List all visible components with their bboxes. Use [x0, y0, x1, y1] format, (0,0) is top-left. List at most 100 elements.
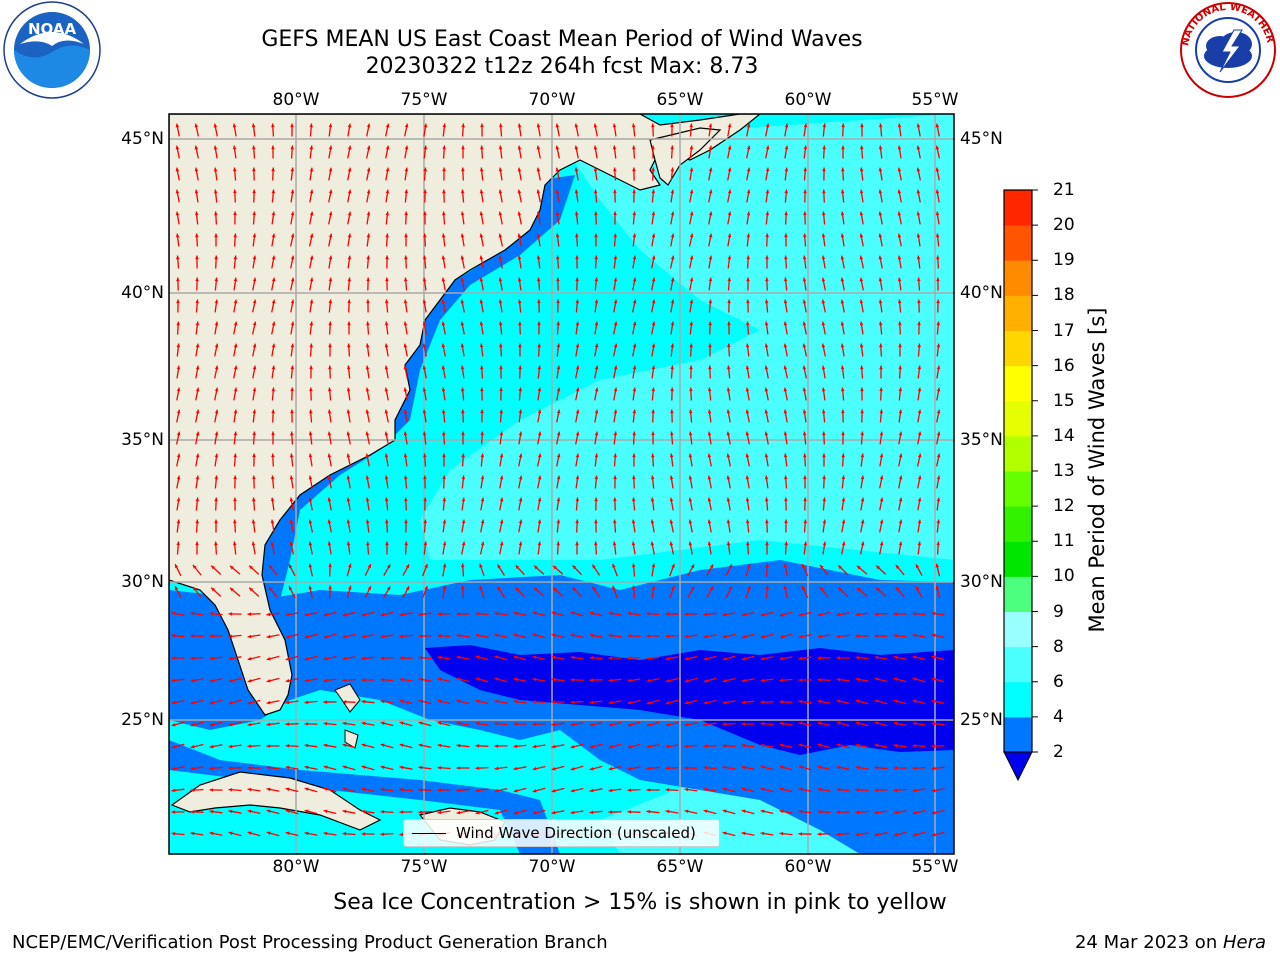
vector-arrow-head — [367, 586, 371, 591]
vector-arrow-head — [266, 809, 271, 813]
vector-arrow-head — [228, 679, 233, 683]
vector-arrow-head — [230, 565, 234, 570]
vector-arrow-head — [936, 343, 941, 348]
vector-arrow-head — [366, 321, 370, 326]
vector-arrow-head — [726, 519, 731, 524]
vector-arrow-head — [798, 634, 803, 639]
vector-arrow-head — [271, 387, 276, 392]
colorbar-tick-label: 8 — [1053, 636, 1064, 657]
vector-arrow-head — [574, 167, 579, 172]
vector-arrow-head — [285, 809, 290, 813]
vector-arrow-head — [613, 475, 617, 480]
colorbar-tick-label: 18 — [1053, 285, 1075, 306]
vector-arrow-head — [290, 321, 295, 326]
vector-arrow-head — [271, 453, 275, 458]
vector-arrow-head — [499, 519, 504, 524]
vector-arrow-head — [499, 343, 503, 348]
vector-arrow-head — [190, 678, 195, 683]
vector-arrow-head — [323, 613, 328, 617]
vector-arrow-head — [783, 343, 788, 348]
vector-arrow-head — [441, 277, 446, 282]
vector-arrow-head — [537, 541, 542, 546]
vector-arrow-head — [499, 431, 504, 436]
vector-arrow-head — [285, 700, 290, 705]
vector-arrow-head — [917, 541, 922, 546]
vector-arrow-head — [855, 655, 860, 660]
vector-arrow-head — [380, 634, 385, 639]
vector-arrow-head — [874, 765, 879, 770]
vector-arrow-head — [441, 255, 446, 260]
vector-arrow-head — [650, 519, 655, 524]
vector-arrow-head — [646, 723, 651, 727]
vector-arrow-head — [722, 787, 727, 792]
vector-arrow-head — [442, 519, 447, 524]
vector-arrow-head — [936, 431, 941, 436]
vector-arrow-head — [252, 255, 257, 260]
vector-arrow-head — [684, 634, 689, 639]
vector-arrow-head — [195, 475, 200, 480]
vector-arrow-head — [423, 453, 427, 458]
vector-arrow-head — [460, 189, 465, 194]
vector-arrow-head — [708, 123, 713, 128]
land-north-america — [169, 114, 761, 716]
vector-arrow-head — [518, 343, 522, 348]
colorbar-segment — [1004, 295, 1032, 331]
vector-arrow-head — [380, 612, 385, 617]
land-cuba — [170, 771, 382, 831]
vector-arrow-head — [399, 787, 404, 792]
vector-arrow-head — [422, 255, 427, 260]
vector-arrow-head — [632, 343, 637, 348]
vector-arrow-head — [783, 409, 788, 414]
vector-arrow-head — [556, 343, 561, 348]
vector-arrow-head — [252, 277, 257, 282]
vector-arrow-head — [232, 541, 237, 546]
vector-arrow-head — [437, 699, 442, 703]
vector-arrow-head — [703, 809, 708, 813]
vector-arrow-head — [779, 678, 784, 682]
vector-arrow-head — [931, 611, 936, 616]
vector-arrow-head — [537, 321, 541, 326]
vector-arrow-head — [251, 123, 256, 128]
vector-arrow-head — [385, 189, 390, 194]
vector-arrow-head — [327, 541, 332, 546]
vector-arrow-head — [745, 365, 750, 370]
vector-arrow-head — [252, 453, 256, 458]
vector-arrow-head — [536, 277, 541, 282]
vector-arrow-head — [213, 123, 218, 128]
vector-arrow-head — [553, 565, 557, 570]
vector-arrow-head — [365, 519, 370, 524]
vector-arrow-head — [214, 541, 218, 546]
vector-arrow-head — [803, 453, 807, 458]
vector-arrow-head — [670, 343, 675, 348]
vector-arrow-head — [380, 721, 385, 726]
vector-arrow-head — [480, 365, 484, 370]
vector-arrow-head — [213, 145, 218, 150]
vector-arrow-head — [651, 167, 655, 172]
vector-arrow-head — [536, 211, 541, 216]
vector-arrow-head — [304, 635, 309, 639]
vector-arrow-head — [479, 277, 484, 282]
vector-arrow-head — [817, 832, 822, 836]
vector-arrow-head — [195, 343, 200, 348]
vector-arrow-head — [271, 277, 276, 282]
vector-arrow-head — [327, 475, 332, 480]
vector-arrow-head — [308, 475, 313, 480]
vector-arrow-head — [745, 453, 750, 458]
vector-arrow-head — [764, 321, 769, 326]
vector-arrow-head — [608, 766, 613, 771]
vector-arrow-head — [936, 365, 941, 370]
vector-arrow-head — [855, 765, 860, 770]
vector-arrow-head — [722, 657, 727, 661]
vector-arrow-head — [728, 586, 732, 591]
vector-arrow-head — [574, 189, 579, 194]
vector-arrow-head — [764, 431, 769, 436]
vector-arrow-head — [665, 634, 670, 639]
vector-arrow-head — [399, 743, 404, 747]
vector-arrow-head — [594, 365, 599, 370]
vector-arrow-head — [361, 787, 366, 792]
vector-arrow-head — [893, 810, 898, 815]
vector-arrow-head — [556, 365, 561, 370]
vector-arrow-head — [746, 233, 751, 238]
vector-arrow-head — [537, 365, 542, 370]
vector-arrow-head — [518, 409, 523, 414]
